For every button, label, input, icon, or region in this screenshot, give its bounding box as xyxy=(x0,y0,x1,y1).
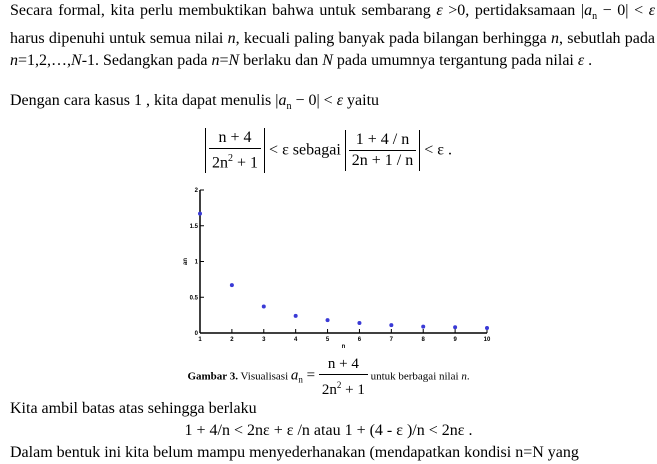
text: Visualisasi xyxy=(237,370,291,383)
math: 2n xyxy=(212,154,229,172)
paragraph: Dalam bentuk ini kita belum mampu menyed… xyxy=(10,444,579,461)
denominator: 2n + 1 / n xyxy=(351,152,414,170)
x-tick-label: 4 xyxy=(294,337,298,343)
math: N xyxy=(322,52,333,70)
math: + 1 xyxy=(341,382,365,398)
point xyxy=(421,324,426,329)
point xyxy=(261,304,266,309)
numerator: n + 4 xyxy=(209,128,262,149)
fraction: 1 + 4 / n 2n + 1 / n xyxy=(348,130,417,171)
math: 2 xyxy=(336,380,342,390)
text: yaitu xyxy=(343,92,380,109)
text: berlaku dan xyxy=(239,52,323,70)
math: n xyxy=(461,370,467,383)
x-tick-label: 9 xyxy=(453,337,457,343)
text: >0, pertidaksamaan xyxy=(442,2,581,19)
chart: 0 0.5 1 1.5 2 1 2 3 4 5 6 7 8 9 10 n an xyxy=(183,188,491,350)
point xyxy=(229,283,234,288)
numerator: n + 4 xyxy=(318,354,368,375)
text: Dengan cara kasus 1 , kita dapat menulis xyxy=(10,92,276,109)
math: ε xyxy=(648,2,656,19)
math: | xyxy=(580,2,585,19)
math: n xyxy=(10,52,18,70)
math: < ε sebagai xyxy=(269,141,341,159)
math: a xyxy=(584,2,593,19)
denominator: 2n2 + 1 xyxy=(319,375,368,400)
math: N xyxy=(228,52,240,70)
math: ε xyxy=(577,52,585,70)
text: Secara formal, kita perlu membuktikan ba… xyxy=(10,2,437,19)
fraction: n + 4 2n2 + 1 xyxy=(318,354,368,400)
paragraph: Dengan cara kasus 1 , kita dapat menulis… xyxy=(10,90,655,118)
point xyxy=(389,323,394,328)
x-tick-label: 5 xyxy=(326,337,330,343)
text: untuk berbagai nilai xyxy=(367,370,462,383)
y-tick-label: 2 xyxy=(195,188,199,194)
math: 2n xyxy=(321,382,337,398)
text: = xyxy=(219,52,229,70)
numerator: 1 + 4 / n xyxy=(348,130,417,152)
abs: n + 4 2n2 + 1 xyxy=(205,128,266,174)
y-axis-label: an xyxy=(183,258,189,265)
x-tick-label: 8 xyxy=(422,337,426,343)
math: ε xyxy=(436,2,443,19)
point xyxy=(453,325,458,330)
math: − 0| < xyxy=(597,2,649,19)
math: a xyxy=(290,367,299,384)
text: harus dipenuhi untuk semua nilai xyxy=(10,30,228,48)
denominator: 2n2 + 1 xyxy=(209,149,261,173)
paragraph: Kita ambil batas atas sehingga berlaku xyxy=(10,400,257,417)
text: , kecuali paling banyak pada bilangan be… xyxy=(235,30,551,48)
text: -1. Sedangkan pada xyxy=(81,52,212,70)
y-tick-label: 1 xyxy=(195,260,199,266)
equation: 1 + 4/n < 2nε + ε /n atau 1 + (4 - ε )/n… xyxy=(184,422,473,439)
text: . xyxy=(466,370,470,383)
math: < ε . xyxy=(424,141,452,159)
math: n xyxy=(550,30,559,48)
x-tick-label: 10 xyxy=(484,337,491,343)
math: + 1 xyxy=(233,154,259,172)
fraction: n + 4 2n2 + 1 xyxy=(209,128,262,173)
math: N xyxy=(71,52,82,70)
math: n xyxy=(592,11,598,23)
point xyxy=(198,211,202,216)
text: =1,2,…, xyxy=(18,52,72,70)
math: 2 xyxy=(228,153,234,164)
point xyxy=(357,320,362,325)
caption-label: Gambar 3. xyxy=(187,370,238,383)
math: n xyxy=(211,52,220,70)
text: , sebutlah pada xyxy=(558,30,655,48)
x-tick-label: 3 xyxy=(262,337,266,343)
math: n xyxy=(227,30,236,48)
point xyxy=(325,318,330,323)
text: . xyxy=(584,52,593,70)
math: = xyxy=(302,367,319,384)
y-tick-label: 1.5 xyxy=(190,224,199,230)
x-tick-label: 1 xyxy=(198,337,202,343)
paragraph: Secara formal, kita perlu membuktikan ba… xyxy=(10,0,655,72)
math: − 0| < xyxy=(291,92,337,109)
x-tick-label: 6 xyxy=(358,337,362,343)
x-axis-label: n xyxy=(342,344,346,350)
text: pada umumnya tergantung pada nilai xyxy=(332,52,578,70)
math: n xyxy=(286,101,292,113)
x-tick-label: 7 xyxy=(390,337,394,343)
point xyxy=(485,325,489,330)
math: | xyxy=(275,92,279,109)
x-tick-label: 2 xyxy=(230,337,234,343)
caption: Gambar 3. Visualisasi an = n + 4 2n2 + 1 … xyxy=(0,354,657,400)
y-tick-label: 0 xyxy=(195,331,199,337)
math: a xyxy=(278,92,287,109)
y-tick-label: 0.5 xyxy=(190,295,199,301)
equation: n + 4 2n2 + 1 < ε sebagai 1 + 4 / n 2n + 1… xyxy=(0,128,657,174)
math: ε xyxy=(336,92,344,109)
math: n xyxy=(298,374,303,385)
abs: 1 + 4 / n 2n + 1 / n xyxy=(344,130,421,172)
point xyxy=(293,313,298,318)
